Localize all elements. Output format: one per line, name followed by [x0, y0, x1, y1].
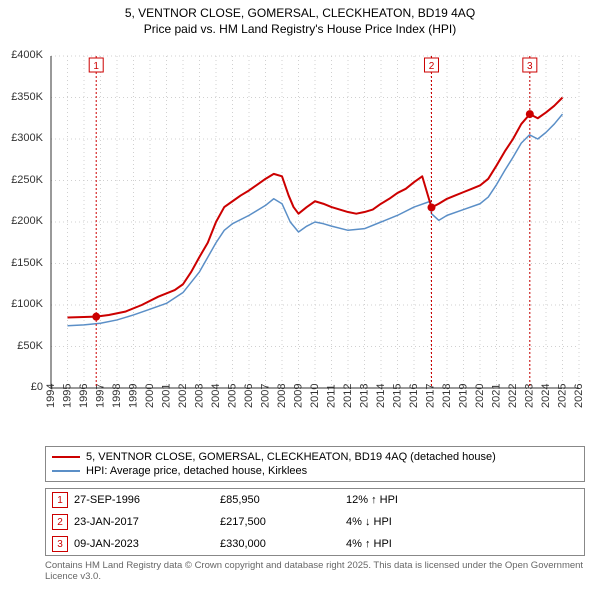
- svg-text:2016: 2016: [408, 384, 420, 408]
- svg-text:2024: 2024: [540, 384, 552, 408]
- svg-text:2: 2: [429, 61, 435, 72]
- sale-pct: 4% ↑ HPI: [346, 538, 578, 550]
- y-axis-label: £400K: [11, 49, 43, 61]
- svg-text:2026: 2026: [573, 384, 585, 408]
- svg-text:2012: 2012: [342, 384, 354, 408]
- svg-text:2006: 2006: [243, 384, 255, 408]
- svg-text:2004: 2004: [210, 384, 222, 408]
- svg-text:2005: 2005: [227, 384, 239, 408]
- svg-text:1: 1: [93, 61, 99, 72]
- svg-text:2023: 2023: [524, 384, 536, 408]
- y-axis-label: £300K: [11, 132, 43, 144]
- svg-text:2003: 2003: [194, 384, 206, 408]
- svg-text:2015: 2015: [392, 384, 404, 408]
- title-line-1: 5, VENTNOR CLOSE, GOMERSAL, CLECKHEATON,…: [0, 6, 600, 22]
- svg-text:2025: 2025: [557, 384, 569, 408]
- sale-pct: 12% ↑ HPI: [346, 494, 578, 506]
- svg-text:1997: 1997: [95, 384, 107, 408]
- svg-text:2013: 2013: [359, 384, 371, 408]
- sale-date: 23-JAN-2017: [74, 516, 214, 528]
- y-axis-label: £100K: [11, 298, 43, 310]
- y-axis-label: £150K: [11, 257, 43, 269]
- svg-text:1999: 1999: [128, 384, 140, 408]
- svg-text:2017: 2017: [425, 384, 437, 408]
- y-axis-label: £0: [31, 381, 43, 393]
- svg-text:1998: 1998: [111, 384, 123, 408]
- svg-text:2007: 2007: [260, 384, 272, 408]
- svg-text:1995: 1995: [62, 384, 74, 408]
- chart-container: 5, VENTNOR CLOSE, GOMERSAL, CLECKHEATON,…: [0, 0, 600, 590]
- legend-row-hpi: HPI: Average price, detached house, Kirk…: [52, 464, 578, 478]
- svg-text:2001: 2001: [161, 384, 173, 408]
- sale-marker-icon: 1: [52, 492, 68, 508]
- y-axis-label: £350K: [11, 91, 43, 103]
- legend-swatch-price-paid: [52, 456, 80, 458]
- sale-price: £217,500: [220, 516, 340, 528]
- sales-table: 1 27-SEP-1996 £85,950 12% ↑ HPI 2 23-JAN-2017…: [45, 488, 585, 556]
- legend-label-hpi: HPI: Average price, detached house, Kirk…: [86, 465, 307, 477]
- y-axis-label: £250K: [11, 174, 43, 186]
- chart-title: 5, VENTNOR CLOSE, GOMERSAL, CLECKHEATON,…: [0, 0, 600, 37]
- y-axis-label: £50K: [17, 340, 43, 352]
- svg-text:2021: 2021: [491, 384, 503, 408]
- title-line-2: Price paid vs. HM Land Registry's House …: [0, 22, 600, 38]
- sale-row: 2 23-JAN-2017 £217,500 4% ↓ HPI: [46, 511, 584, 533]
- svg-text:3: 3: [527, 61, 533, 72]
- sale-marker-icon: 2: [52, 514, 68, 530]
- sale-price: £330,000: [220, 538, 340, 550]
- footer-note: Contains HM Land Registry data © Crown c…: [45, 560, 585, 583]
- svg-text:2018: 2018: [441, 384, 453, 408]
- svg-text:2010: 2010: [309, 384, 321, 408]
- chart-svg: 1994199519961997199819992000200120022003…: [45, 50, 585, 410]
- svg-text:2020: 2020: [474, 384, 486, 408]
- legend-label-price-paid: 5, VENTNOR CLOSE, GOMERSAL, CLECKHEATON,…: [86, 451, 496, 463]
- sale-marker-icon: 3: [52, 536, 68, 552]
- chart-plot-area: 1994199519961997199819992000200120022003…: [45, 50, 585, 410]
- sale-pct: 4% ↓ HPI: [346, 516, 578, 528]
- legend-row-price-paid: 5, VENTNOR CLOSE, GOMERSAL, CLECKHEATON,…: [52, 450, 578, 464]
- svg-text:2014: 2014: [375, 384, 387, 408]
- svg-text:2009: 2009: [293, 384, 305, 408]
- sale-date: 27-SEP-1996: [74, 494, 214, 506]
- svg-text:2008: 2008: [276, 384, 288, 408]
- svg-text:2002: 2002: [177, 384, 189, 408]
- svg-text:2019: 2019: [458, 384, 470, 408]
- sale-row: 1 27-SEP-1996 £85,950 12% ↑ HPI: [46, 489, 584, 511]
- sale-price: £85,950: [220, 494, 340, 506]
- y-axis-label: £200K: [11, 215, 43, 227]
- sale-date: 09-JAN-2023: [74, 538, 214, 550]
- svg-text:2022: 2022: [507, 384, 519, 408]
- svg-text:2000: 2000: [144, 384, 156, 408]
- legend: 5, VENTNOR CLOSE, GOMERSAL, CLECKHEATON,…: [45, 446, 585, 482]
- svg-text:1996: 1996: [78, 384, 90, 408]
- sale-row: 3 09-JAN-2023 £330,000 4% ↑ HPI: [46, 533, 584, 555]
- legend-swatch-hpi: [52, 470, 80, 472]
